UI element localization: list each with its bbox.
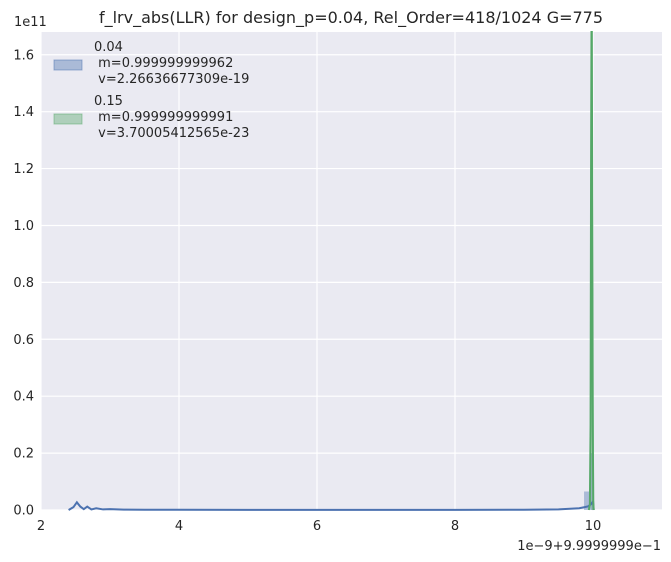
series-0-bar-1 bbox=[589, 453, 593, 510]
series-0-kde-line bbox=[68, 498, 595, 511]
legend-swatch-0 bbox=[53, 59, 83, 71]
y-tick-label-5: 1.0 bbox=[13, 219, 34, 234]
y-tick-label-7: 1.4 bbox=[13, 105, 34, 120]
legend-entry-1-line-1: m=0.999999999991 bbox=[94, 110, 233, 125]
x-tick-label-0: 2 bbox=[37, 519, 45, 534]
x-tick-label-2: 6 bbox=[313, 519, 321, 534]
legend: 0.04 m=0.999999999962 v=2.26636677309e-1… bbox=[53, 40, 249, 141]
y-tick-label-2: 0.4 bbox=[13, 390, 34, 405]
x-tick-labels: 2 4 6 8 10 bbox=[37, 519, 601, 534]
y-tick-label-1: 0.2 bbox=[13, 447, 34, 462]
legend-entry-0-line-2: v=2.26636677309e-19 bbox=[94, 72, 249, 87]
legend-entry-0-line-1: m=0.999999999962 bbox=[94, 56, 233, 71]
x-tick-label-1: 4 bbox=[175, 519, 183, 534]
y-tick-labels: 0.0 0.2 0.4 0.6 0.8 1.0 1.2 1.4 1.6 bbox=[13, 48, 34, 518]
kde-curves bbox=[68, 31, 595, 511]
legend-entry-1-line-0: 0.15 bbox=[94, 94, 123, 109]
legend-swatch-1 bbox=[53, 113, 83, 125]
y-tick-label-8: 1.6 bbox=[13, 48, 34, 63]
chart-title: f_lrv_abs(LLR) for design_p=0.04, Rel_Or… bbox=[99, 8, 603, 28]
series-1-kde-line bbox=[587, 31, 595, 511]
legend-entry-0-line-0: 0.04 bbox=[94, 40, 123, 55]
series-0-bar-0 bbox=[584, 491, 590, 510]
y-scale-label: 1e11 bbox=[14, 15, 47, 30]
y-tick-label-3: 0.6 bbox=[13, 333, 34, 348]
y-tick-label-0: 0.0 bbox=[13, 504, 34, 519]
x-offset-label: 1e−9+9.9999999e−1 bbox=[517, 539, 661, 554]
x-tick-label-3: 8 bbox=[451, 519, 459, 534]
y-tick-label-6: 1.2 bbox=[13, 162, 34, 177]
plot-area bbox=[41, 32, 662, 510]
y-tick-label-4: 0.8 bbox=[13, 276, 34, 291]
legend-entry-1-line-2: v=3.70005412565e-23 bbox=[94, 126, 249, 141]
x-tick-label-4: 10 bbox=[585, 519, 602, 534]
